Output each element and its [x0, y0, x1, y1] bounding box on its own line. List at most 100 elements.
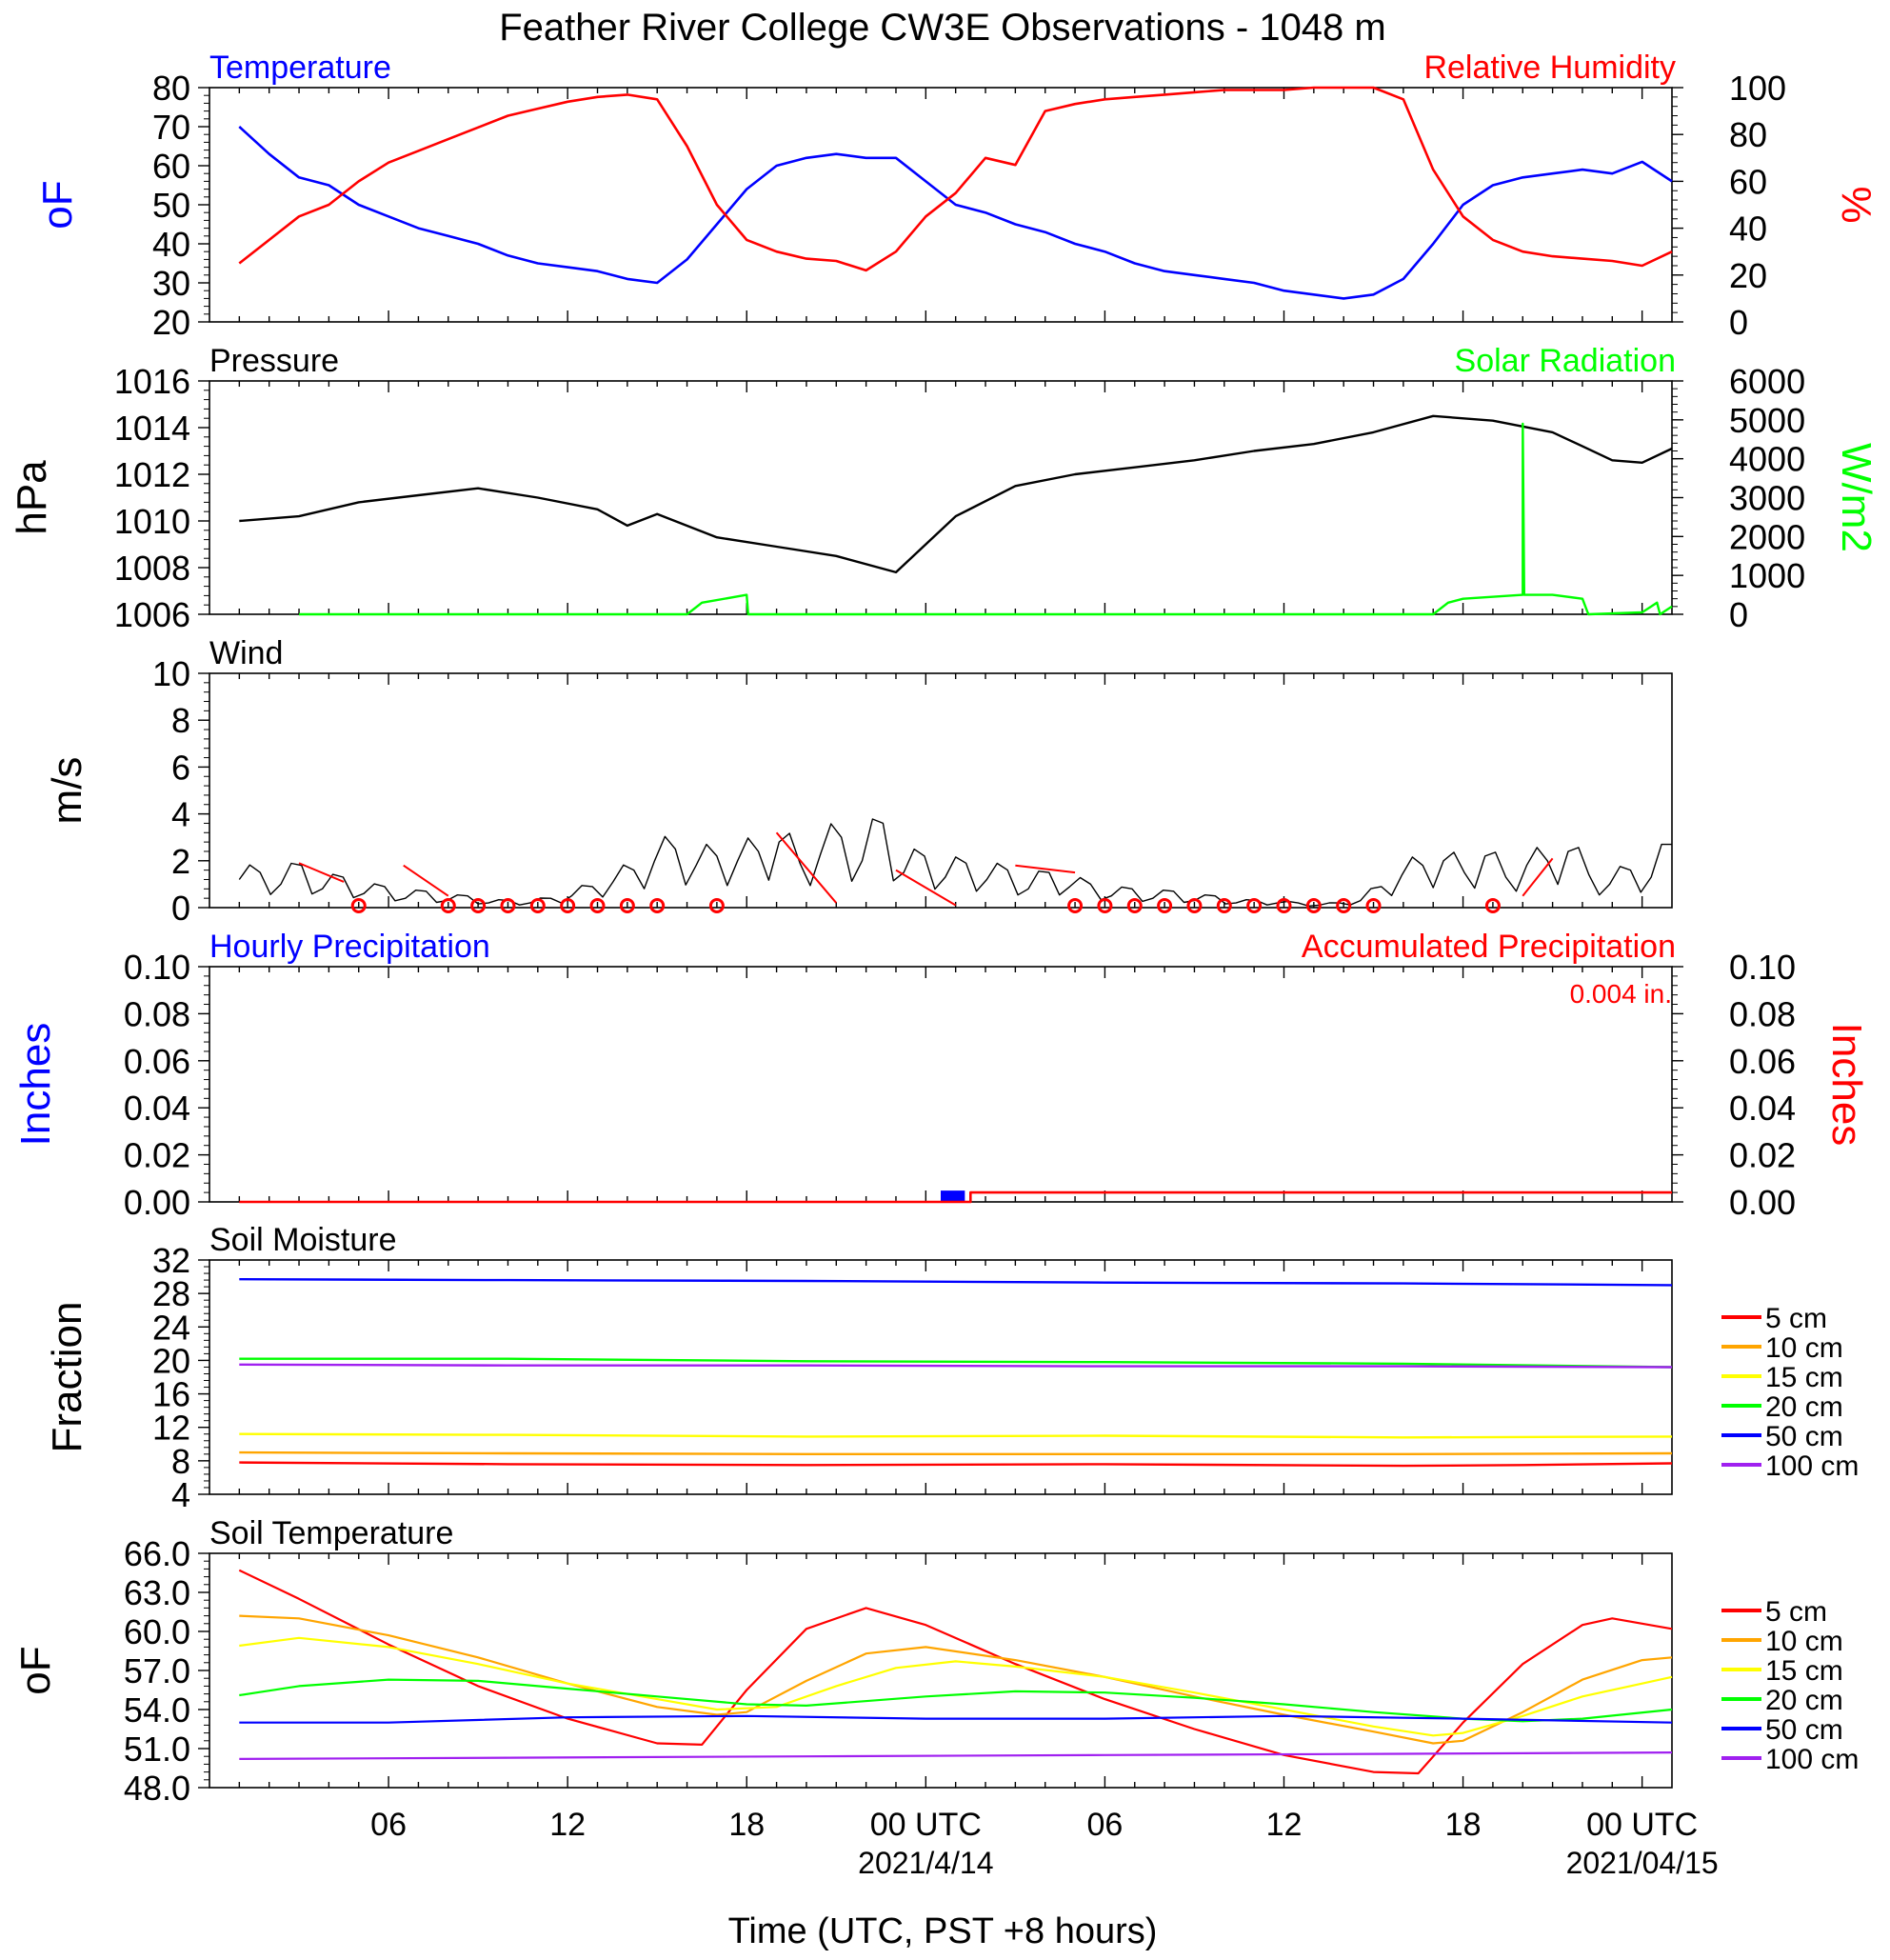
calm-wind-marker [1216, 898, 1232, 913]
calm-wind-marker [1157, 898, 1173, 913]
calm-wind-marker [1365, 898, 1382, 913]
y-tick-label: 0.00 [1729, 1183, 1796, 1222]
y-tick-label: 0 [171, 889, 190, 928]
x-tick-label: 00 UTC [1586, 1807, 1698, 1843]
y-tick-label: 0.08 [1729, 994, 1796, 1033]
y-axis-label-soil-temperature: oF [12, 1646, 59, 1694]
y-axis-label-humidity: % [1833, 186, 1880, 223]
y-tick-label: 20 [1729, 256, 1767, 295]
y-axis-label-temperature: oF [34, 180, 81, 229]
series-temperature-line [238, 126, 1673, 300]
panel-title-soil-temperature: Soil Temperature [209, 1515, 453, 1551]
y-tick-label: 60.0 [124, 1612, 190, 1651]
y-tick-label: 40 [1729, 210, 1767, 249]
y-tick-label: 1006 [114, 595, 190, 634]
y-tick-label: 0.10 [1729, 948, 1796, 987]
y-tick-label: 12 [152, 1409, 190, 1448]
plot-frame [209, 1259, 1673, 1495]
calm-wind-marker [1067, 898, 1084, 913]
y-tick-label: 10 [152, 654, 190, 693]
calm-wind-marker [649, 898, 666, 913]
y-tick-label: 0.04 [124, 1089, 190, 1128]
y-tick-label: 3000 [1729, 479, 1805, 518]
x-tick-date-label: 2021/4/14 [858, 1846, 993, 1880]
y-tick-label: 1012 [114, 455, 190, 494]
calm-wind-marker [529, 898, 546, 913]
legend-label: 15 cm [1765, 1362, 1843, 1393]
y-axis-label-hourly: Inches [12, 1023, 59, 1147]
series-humidity-line [238, 86, 1673, 272]
legend-label: 5 cm [1765, 1596, 1827, 1628]
plot-frame [209, 380, 1673, 615]
y-tick-label: 4000 [1729, 440, 1805, 479]
y-tick-label: 30 [152, 264, 190, 303]
accumulated-total-label: 0.004 in. [1570, 979, 1672, 1009]
calm-wind-marker [1305, 898, 1322, 913]
legend-label: 10 cm [1765, 1626, 1843, 1657]
y-tick-label: 1014 [114, 409, 190, 448]
wind-barb [1015, 864, 1076, 874]
series-soil-moisture-line [239, 1277, 1673, 1287]
legend-label: 5 cm [1765, 1303, 1827, 1334]
calm-wind-marker [1097, 898, 1113, 913]
series-soil-moisture-line [239, 1432, 1673, 1439]
y-tick-label: 20 [152, 1341, 190, 1380]
series-soil-moisture-line [239, 1357, 1673, 1369]
calm-wind-marker [500, 898, 516, 913]
series-accumulated-precip-line [239, 1190, 1672, 1204]
y-tick-label: 80 [1729, 115, 1767, 154]
panel-title-hourly-precip: Hourly Precipitation [209, 929, 490, 965]
y-axis-label-wind: m/s [44, 757, 90, 825]
series-pressure-line [239, 414, 1673, 574]
y-tick-label: 0.06 [1729, 1042, 1796, 1081]
x-axis-label: Time (UTC, PST +8 hours) [728, 1911, 1158, 1951]
y-tick-label: 32 [152, 1241, 190, 1280]
calm-wind-marker [1484, 898, 1501, 913]
x-tick-label: 12 [1266, 1807, 1303, 1843]
y-axis-label-accum: Inches [1823, 1023, 1870, 1147]
y-tick-label: 0.02 [1729, 1136, 1796, 1175]
y-tick-label: 6000 [1729, 362, 1805, 401]
y-tick-label: 24 [152, 1308, 190, 1347]
y-axis-label-solar: W/m2 [1833, 443, 1880, 552]
panel-pressure-solar: 1006 1008 1010 1012 1014 1016 0100020003000400… [9, 343, 1880, 634]
calm-wind-marker [589, 898, 606, 913]
panel-soil-temperature: 48.051.054.057.060.063.066.0 Soil Tempera… [12, 1515, 1859, 1880]
y-tick-label: 4 [171, 1475, 190, 1514]
panel-title-soil-moisture: Soil Moisture [209, 1222, 397, 1258]
y-tick-label: 20 [152, 303, 190, 342]
legend-label: 50 cm [1765, 1714, 1843, 1746]
legend-label: 100 cm [1765, 1450, 1859, 1482]
series-soil-temperature-line [239, 1678, 1673, 1723]
y-tick-label: 0.06 [124, 1042, 190, 1081]
panel-precipitation: 0.00 0.02 0.04 0.06 0.08 0.10 0.00 0.02 0.04 0.06… [12, 929, 1870, 1222]
y-tick-label: 0 [1729, 595, 1748, 634]
x-tick-date-label: 2021/04/15 [1566, 1846, 1719, 1880]
y-tick-label: 60 [1729, 162, 1767, 201]
y-tick-label: 54.0 [124, 1690, 190, 1730]
hourly-precip-bar [941, 1190, 965, 1202]
y-tick-label: 63.0 [124, 1573, 190, 1612]
y-tick-label: 57.0 [124, 1651, 190, 1690]
x-tick-label: 00 UTC [870, 1807, 982, 1843]
series-soil-temperature-line [239, 1714, 1673, 1724]
y-tick-label: 100 [1729, 69, 1786, 108]
x-tick-label: 06 [1086, 1807, 1123, 1843]
y-tick-label: 1008 [114, 549, 190, 588]
calm-wind-marker [1336, 898, 1352, 913]
wind-barb [403, 864, 449, 897]
y-tick-label: 5000 [1729, 401, 1805, 440]
series-wind-line [238, 818, 1672, 907]
legend-label: 10 cm [1765, 1332, 1843, 1364]
plot-frame [209, 1552, 1673, 1789]
x-tick-label: 06 [370, 1807, 407, 1843]
y-tick-label: 70 [152, 108, 190, 147]
figure-title: Feather River College CW3E Observations … [499, 7, 1385, 49]
wind-barb [1522, 857, 1554, 897]
series-solar-line [299, 422, 1673, 616]
series-soil-moisture-line [239, 1450, 1673, 1456]
y-tick-label: 0.10 [124, 948, 190, 987]
